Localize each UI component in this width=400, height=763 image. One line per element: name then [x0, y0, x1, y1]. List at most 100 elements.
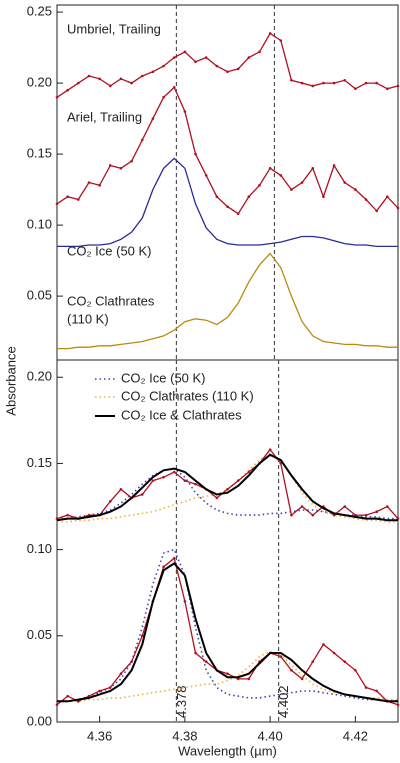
- y-tick-label: 0.10: [27, 541, 52, 556]
- data-point: [386, 195, 389, 198]
- annotation: CO₂ Ice (50 K): [67, 243, 152, 258]
- data-point: [55, 96, 59, 99]
- x-tick-label: 4.40: [257, 728, 282, 743]
- annotation: CO₂ Clathrates: [67, 293, 155, 308]
- data-point: [375, 209, 378, 213]
- series-line: [57, 467, 398, 520]
- data-point: [140, 138, 144, 142]
- data-point: [258, 50, 261, 54]
- data-point: [396, 517, 400, 520]
- reference-label: 4.402: [276, 685, 291, 718]
- data-point: [300, 677, 304, 681]
- data-point: [322, 195, 325, 198]
- data-point: [311, 513, 315, 517]
- x-tick-label: 4.36: [87, 728, 112, 743]
- x-tick-label: 4.42: [343, 728, 368, 743]
- data-point: [87, 181, 91, 184]
- series-line: [56, 32, 399, 98]
- data-point: [247, 470, 251, 474]
- data-point: [343, 660, 347, 663]
- data-point: [162, 475, 165, 479]
- data-point: [151, 479, 155, 482]
- data-point: [258, 184, 261, 187]
- plot-frame: [56, 359, 399, 723]
- data-point: [172, 56, 176, 59]
- data-point: [247, 195, 251, 198]
- data-point: [290, 668, 293, 672]
- data-point: [66, 195, 69, 198]
- data-point: [300, 181, 304, 184]
- data-point: [172, 470, 176, 474]
- data-point: [183, 110, 187, 113]
- data-point: [66, 694, 69, 698]
- data-point: [268, 32, 272, 35]
- data-point: [332, 651, 336, 655]
- data-point: [311, 167, 315, 170]
- data-point: [396, 84, 400, 88]
- data-point: [98, 184, 101, 187]
- x-axis-label: Wavelength (µm): [178, 743, 277, 758]
- series-line: [56, 86, 399, 215]
- data-point: [130, 81, 133, 85]
- data-point: [290, 188, 293, 191]
- data-point: [279, 174, 283, 177]
- data-point: [343, 181, 347, 184]
- data-point: [279, 39, 283, 42]
- y-tick-label: 0.15: [27, 455, 52, 470]
- data-point: [119, 167, 123, 170]
- data-point: [396, 206, 400, 210]
- data-point: [226, 672, 229, 676]
- data-point: [311, 84, 315, 88]
- data-point: [108, 500, 112, 503]
- y-tick-label: 0.05: [27, 288, 52, 303]
- data-point: [364, 686, 368, 689]
- data-point: [311, 660, 315, 663]
- data-point: [343, 78, 347, 82]
- data-point: [108, 686, 112, 689]
- series-line: [57, 548, 398, 703]
- data-point: [108, 84, 112, 88]
- y-tick-label: 0.15: [27, 146, 52, 161]
- y-tick-label: 0.25: [27, 4, 52, 19]
- data-point: [194, 152, 197, 156]
- data-point: [194, 651, 197, 655]
- data-point: [354, 668, 357, 672]
- data-point: [279, 462, 283, 465]
- data-point: [236, 479, 240, 482]
- data-point: [77, 198, 80, 201]
- data-point: [77, 81, 80, 85]
- data-point: [151, 70, 155, 74]
- data-point: [364, 198, 368, 201]
- data-point: [354, 188, 357, 191]
- annotation: Umbriel, Trailing: [67, 21, 161, 36]
- data-point: [375, 510, 378, 513]
- data-point: [215, 195, 219, 198]
- data-point: [87, 74, 91, 78]
- data-point: [204, 660, 208, 663]
- data-point: [172, 556, 176, 560]
- data-point: [354, 87, 357, 91]
- series-line: [57, 650, 398, 703]
- data-point: [300, 505, 304, 508]
- data-point: [119, 487, 123, 491]
- annotation: Ariel, Trailing: [67, 109, 142, 124]
- data-point: [119, 77, 123, 81]
- x-tick-label: 4.38: [172, 728, 197, 743]
- data-point: [386, 87, 389, 91]
- data-point: [386, 505, 389, 508]
- data-point: [226, 70, 229, 74]
- data-point: [215, 496, 219, 500]
- data-point: [194, 482, 197, 486]
- data-point: [226, 205, 229, 208]
- data-point: [130, 159, 133, 163]
- data-point: [66, 513, 69, 517]
- data-point: [364, 81, 368, 85]
- data-point: [300, 81, 304, 85]
- legend-label: CO₂ Ice & Clathrates: [121, 407, 242, 422]
- series-line: [56, 453, 398, 522]
- data-point: [247, 677, 251, 681]
- data-point: [290, 78, 293, 82]
- data-point: [343, 505, 347, 508]
- data-point: [332, 81, 336, 85]
- data-point: [98, 689, 101, 693]
